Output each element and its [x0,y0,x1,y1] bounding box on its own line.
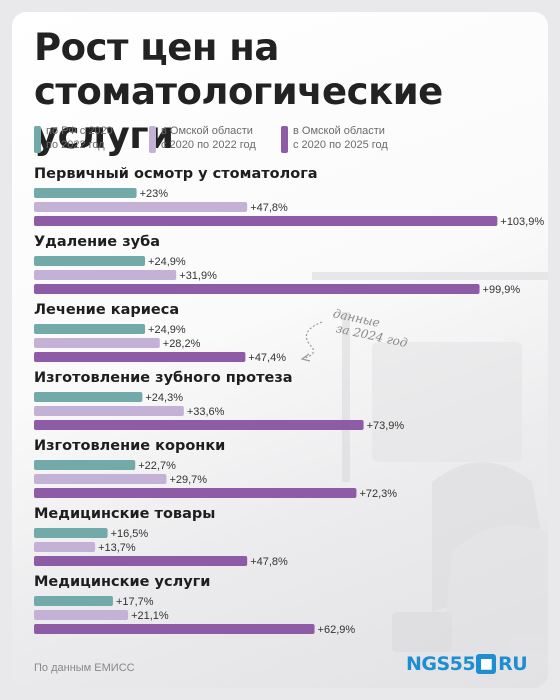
bar-value-label: +17,7% [116,596,154,608]
category-label: Изготовление зубного протеза [34,370,293,386]
legend-item: в Омской области с 2020 по 2025 год [281,124,388,153]
dental-chair-background-image [312,272,548,652]
bar-value-label: +24,3% [145,392,183,404]
bar-value-label: +47,8% [250,202,288,214]
bar [34,420,364,430]
legend-swatch [34,126,41,153]
logo-square-icon: ■ [476,654,497,674]
legend-item: по РФ с 2020 по 2022 год [34,124,113,153]
bar-value-label: +22,7% [138,460,176,472]
note-arrow [304,321,323,359]
category-label: Лечение кариеса [34,302,179,318]
bar-value-label: +28,2% [163,338,201,350]
category-label: Медицинские услуги [34,574,210,590]
legend-label: в Омской области с 2020 по 2025 год [293,125,388,151]
bar-value-label: +29,7% [169,474,207,486]
category-label: Медицинские товары [34,506,215,522]
bar-value-label: +62,9% [318,624,356,636]
bar-value-label: +24,9% [148,256,186,268]
bar [34,528,108,538]
bar-value-label: +23% [140,188,169,200]
bar [34,556,248,566]
bar [34,188,137,198]
note-arrowhead [300,353,311,362]
bar [34,406,184,416]
bar [34,624,315,634]
bar-value-label: +16,5% [111,528,149,540]
bar [34,488,357,498]
bar [34,610,129,620]
bar-value-label: +31,9% [179,270,217,282]
bar-value-label: +72,3% [359,488,397,500]
legend-swatch [281,126,288,153]
title-line-1: Рост цен на [34,26,279,69]
bar [34,392,143,402]
bar-value-label: +33,6% [187,406,225,418]
category-label: Первичный осмотр у стоматолога [34,166,318,182]
bar [34,284,480,294]
legend: по РФ с 2020 по 2022 год в Омской области… [34,124,534,164]
bar-value-label: +47,8% [250,556,288,568]
legend-label: в Омской области с 2020 по 2022 год [161,125,256,151]
bar-value-label: +47,4% [248,352,286,364]
bar-value-label: +103,9% [500,216,544,228]
page-title: Рост цен на стоматологические услуги [34,26,548,158]
bar [34,324,146,334]
bar [34,596,113,606]
bar-value-label: +21,1% [131,610,169,622]
bar [34,542,96,552]
bar [34,202,248,212]
title-line-2: стоматологические услуги [34,70,443,157]
logo-domain: RU [498,653,528,675]
bar [34,216,498,226]
bar [34,338,160,348]
bar [34,270,177,280]
logo-brand: NGS55 [406,653,476,675]
bar [34,256,146,266]
infographic-card: Рост цен на стоматологические услуги по … [12,12,548,688]
bar [34,474,167,484]
bar [34,352,246,362]
source-footnote: По данным ЕМИСС [34,662,135,674]
legend-item: в Омской области с 2020 по 2022 год [149,124,256,153]
category-label: Удаление зуба [34,234,160,250]
bar-value-label: +24,9% [148,324,186,336]
bar-chart: Первичный осмотр у стоматолога +23% +47,8%… [34,166,544,636]
bar-value-label: +13,7% [98,542,136,554]
bar-value-label: +73,9% [367,420,405,432]
bar [34,460,136,470]
legend-swatch [149,126,156,153]
ngs55-logo: NGS55 ■ RU [406,652,528,676]
category-label: Изготовление коронки [34,438,225,454]
bar-value-label: +99,9% [483,284,521,296]
legend-label: по РФ с 2020 по 2022 год [46,125,113,151]
